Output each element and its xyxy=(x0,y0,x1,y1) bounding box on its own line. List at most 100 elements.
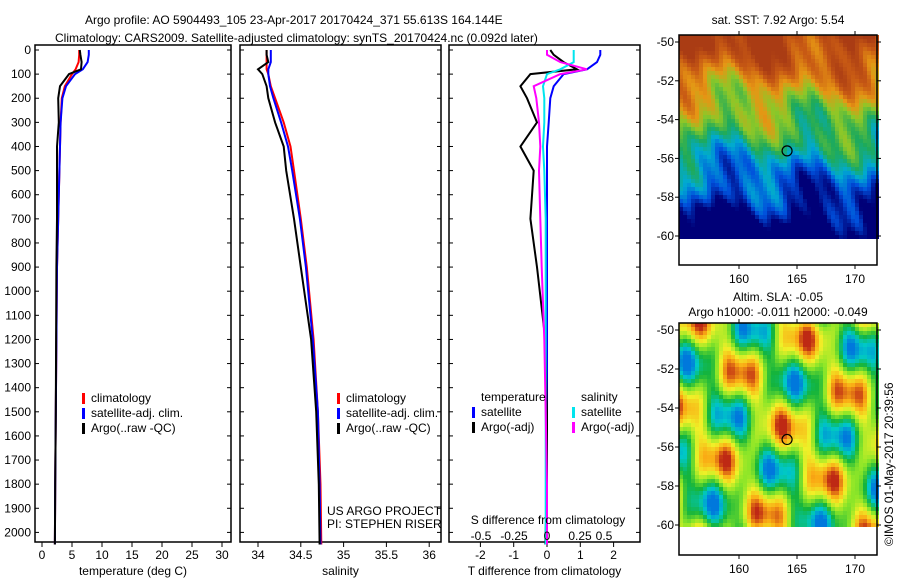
map-cell xyxy=(767,163,771,167)
map-cell xyxy=(707,43,711,47)
map-cell xyxy=(727,431,731,435)
map-cell xyxy=(707,215,711,219)
map-cell xyxy=(719,395,723,399)
map-cell xyxy=(719,75,723,79)
map-cell xyxy=(863,235,867,239)
map-cell xyxy=(791,467,795,471)
map-cell xyxy=(819,35,823,39)
map-cell xyxy=(739,143,743,147)
map-cell xyxy=(779,155,783,159)
map-cell xyxy=(747,443,751,447)
map-cell xyxy=(699,323,703,327)
map-cell xyxy=(743,223,747,227)
map-cell xyxy=(727,351,731,355)
map-cell xyxy=(863,447,867,451)
legend-swatch xyxy=(337,423,340,434)
map-cell xyxy=(843,63,847,67)
map-cell xyxy=(807,111,811,115)
map-cell xyxy=(795,355,799,359)
map-cell xyxy=(731,99,735,103)
map-cell xyxy=(815,231,819,235)
map-cell xyxy=(703,363,707,367)
map-cell xyxy=(851,103,855,107)
map-cell xyxy=(735,83,739,87)
map-cell xyxy=(807,427,811,431)
map-cell xyxy=(819,467,823,471)
map-cell xyxy=(787,155,791,159)
map-cell xyxy=(711,191,715,195)
map-cell xyxy=(811,395,815,399)
map-cell xyxy=(783,119,787,123)
map-cell xyxy=(767,403,771,407)
map-cell xyxy=(863,331,867,335)
map-cell xyxy=(787,391,791,395)
map-cell xyxy=(795,403,799,407)
x-top-tick-label: -0.25 xyxy=(500,529,528,543)
map-cell xyxy=(775,155,779,159)
map-cell xyxy=(819,159,823,163)
map-cell xyxy=(839,487,843,491)
map-cell xyxy=(679,387,683,391)
map-cell xyxy=(871,471,875,475)
map-cell xyxy=(767,51,771,55)
map-cell xyxy=(695,455,699,459)
map-cell xyxy=(807,343,811,347)
map-cell xyxy=(843,111,847,115)
map-cell xyxy=(779,147,783,151)
map-cell xyxy=(863,491,867,495)
map-cell xyxy=(783,219,787,223)
map-cell xyxy=(763,183,767,187)
map-cell xyxy=(871,75,875,79)
map-cell xyxy=(795,411,799,415)
map-cell xyxy=(847,463,851,467)
map-cell xyxy=(803,339,807,343)
x-tick-label: -1 xyxy=(508,548,519,562)
map-cell xyxy=(711,55,715,59)
map-cell xyxy=(723,403,727,407)
map-cell xyxy=(767,467,771,471)
map-cell xyxy=(811,63,815,67)
map-cell xyxy=(711,411,715,415)
map-cell xyxy=(759,55,763,59)
map-cell xyxy=(799,467,803,471)
map-cell xyxy=(699,219,703,223)
map-cell xyxy=(739,475,743,479)
map-cell xyxy=(679,43,683,47)
map-cell xyxy=(859,391,863,395)
map-cell xyxy=(699,79,703,83)
map-cell xyxy=(679,407,683,411)
map-cell xyxy=(735,447,739,451)
map-cell xyxy=(791,447,795,451)
map-cell xyxy=(779,419,783,423)
map-cell xyxy=(715,79,719,83)
map-cell xyxy=(815,399,819,403)
map-cell xyxy=(807,443,811,447)
map-cell xyxy=(683,403,687,407)
map-cell xyxy=(695,471,699,475)
map-cell xyxy=(703,195,707,199)
map-cell xyxy=(799,447,803,451)
map-cell xyxy=(767,355,771,359)
map-cell xyxy=(679,111,683,115)
map-cell xyxy=(703,67,707,71)
map-cell xyxy=(815,463,819,467)
map-cell xyxy=(871,383,875,387)
map-cell xyxy=(699,399,703,403)
map-cell xyxy=(687,151,691,155)
map-cell xyxy=(767,223,771,227)
map-cell xyxy=(859,199,863,203)
map-cell xyxy=(683,47,687,51)
map-cell xyxy=(855,227,859,231)
map-cell xyxy=(743,431,747,435)
map-cell xyxy=(743,103,747,107)
map-cell xyxy=(859,387,863,391)
map-cell xyxy=(831,163,835,167)
map-cell xyxy=(791,103,795,107)
map-cell xyxy=(695,75,699,79)
map-cell xyxy=(795,203,799,207)
map-cell xyxy=(799,119,803,123)
map-cell xyxy=(707,143,711,147)
map-cell xyxy=(863,435,867,439)
map-cell xyxy=(731,359,735,363)
map-cell xyxy=(863,175,867,179)
